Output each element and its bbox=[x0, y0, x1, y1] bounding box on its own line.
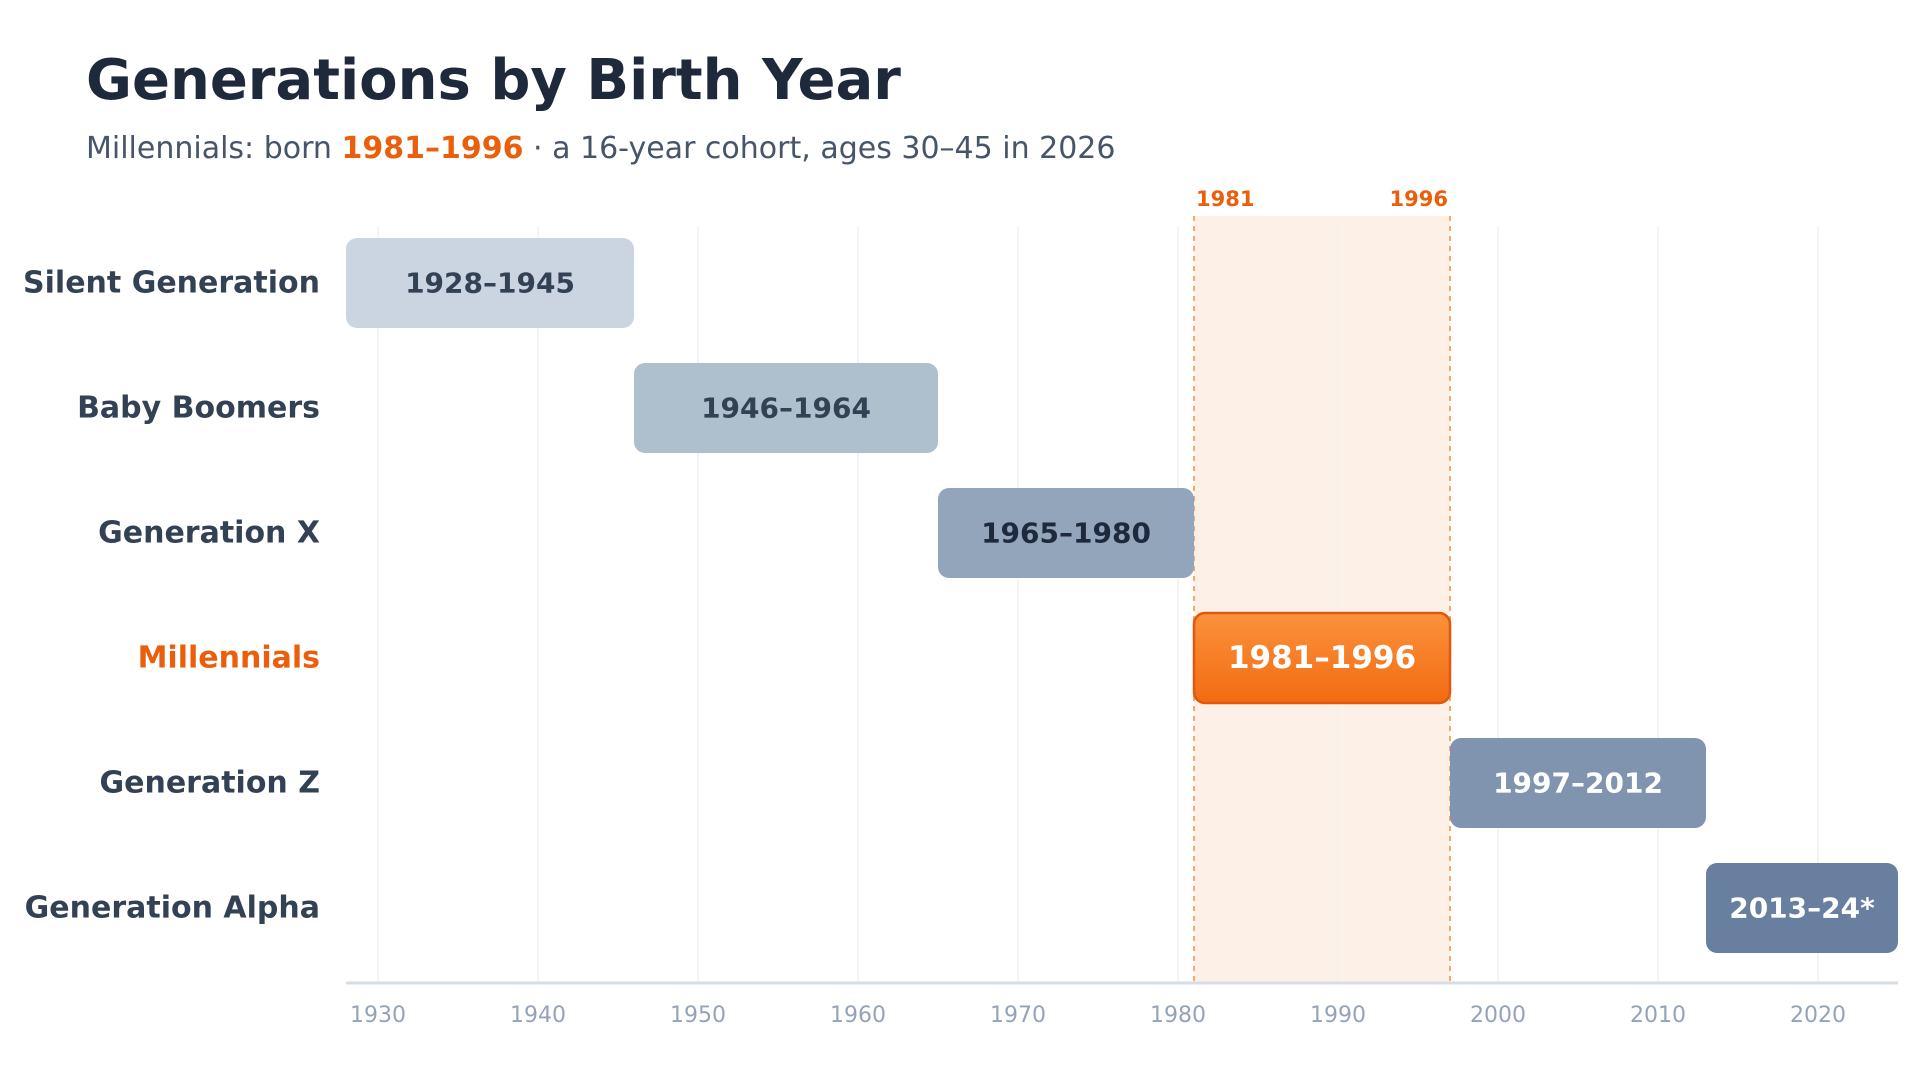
bar-generation-alpha bbox=[1706, 863, 1898, 953]
generation-labels: Silent Generation Baby Boomers Generation … bbox=[23, 266, 320, 926]
x-tick-label-1960: 1960 bbox=[830, 1003, 886, 1028]
bar-generation-z bbox=[1450, 738, 1706, 828]
band-start-label: 1981 bbox=[1196, 187, 1254, 211]
highlight-band-lines: 1981 1996 bbox=[1193, 187, 1451, 983]
chart-subtitle: Millennials: born 1981–1996 · a 16-year … bbox=[86, 131, 1116, 166]
x-tick-label-1950: 1950 bbox=[670, 1003, 726, 1028]
x-tick-label-2000: 2000 bbox=[1470, 1003, 1526, 1028]
generation-label-baby-boomers: Baby Boomers bbox=[77, 391, 320, 426]
bar-millennials bbox=[1192, 611, 1452, 705]
gridlines bbox=[377, 226, 1819, 983]
x-tick-label-1940: 1940 bbox=[510, 1003, 566, 1028]
highlight-band bbox=[1194, 216, 1450, 983]
x-tick-label-2020: 2020 bbox=[1790, 1003, 1846, 1028]
subtitle-suffix: · a 16-year cohort, ages 30–45 in 2026 bbox=[523, 131, 1115, 166]
bar-label-generation-x: 1965–1980 bbox=[981, 517, 1151, 550]
x-tick-label-1930: 1930 bbox=[350, 1003, 406, 1028]
bar-label-baby-boomers: 1946–1964 bbox=[701, 392, 871, 425]
subtitle-prefix: Millennials: born bbox=[86, 131, 341, 166]
band-end-label: 1996 bbox=[1390, 187, 1448, 211]
generation-label-millennials: Millennials bbox=[138, 641, 320, 676]
chart-title: Generations by Birth Year bbox=[86, 48, 901, 113]
bar-label-generation-alpha: 2013–24* bbox=[1729, 892, 1875, 925]
bar-label-millennials: 1981–1996 bbox=[1228, 640, 1416, 676]
x-tick-label-1990: 1990 bbox=[1310, 1003, 1366, 1028]
bar-silent-generation bbox=[346, 238, 634, 328]
generation-label-generation-z: Generation Z bbox=[99, 766, 320, 801]
x-tick-label-1980: 1980 bbox=[1150, 1003, 1206, 1028]
bar-generation-x bbox=[938, 488, 1194, 578]
bar-label-silent-generation: 1928–1945 bbox=[405, 267, 575, 300]
generation-label-generation-alpha: Generation Alpha bbox=[25, 891, 320, 926]
bars: 1928–1945 1946–1964 1965–1980 1981–1996 1997… bbox=[346, 238, 1898, 953]
generation-label-silent-generation: Silent Generation bbox=[23, 266, 320, 301]
x-axis: 1930 1940 1950 1960 1970 1980 1990 2000 2010 2020 bbox=[346, 981, 1898, 1028]
bar-baby-boomers bbox=[634, 363, 938, 453]
x-tick-label-2010: 2010 bbox=[1630, 1003, 1686, 1028]
x-tick-label-1970: 1970 bbox=[990, 1003, 1046, 1028]
subtitle-highlight: 1981–1996 bbox=[341, 131, 523, 166]
bar-label-generation-z: 1997–2012 bbox=[1493, 767, 1663, 800]
generation-label-generation-x: Generation X bbox=[98, 516, 320, 551]
highlight-band-layer bbox=[1194, 216, 1450, 983]
